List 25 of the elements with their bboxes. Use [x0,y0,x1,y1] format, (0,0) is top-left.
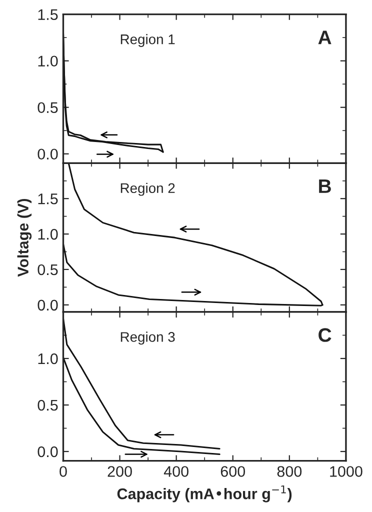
y-tick-label: 1.0 [38,56,58,67]
annotation: Region 2 [120,182,175,196]
x-tick-label: 1000 [330,466,362,477]
y-tick-label: 0.0 [38,148,58,160]
y-axis-title: Voltage (V) [17,198,32,277]
annotation: B [319,180,331,193]
y-tick-label: 0.5 [38,400,58,411]
y-tick-label: 0.0 [38,300,58,311]
annotation: Region 3 [120,332,175,345]
annotation: A [318,30,332,44]
y-tick-label: 0.5 [38,264,58,276]
x-tick-label: 600 [220,466,246,477]
y-tick-label: 1.0 [38,228,58,240]
x-tick-label: 200 [108,466,132,477]
annotation: C [318,328,332,342]
x-tick-label: 800 [277,466,302,477]
y-tick-label: 1.5 [38,9,58,20]
annotation: Region 1 [120,34,175,47]
x-tick-label: 0 [60,466,67,477]
x-tick-label: 400 [164,466,188,477]
x-axis-title: Capacity (mA•hour g$^{−1}$) [117,485,292,502]
y-tick-label: 1.5 [38,194,58,204]
y-tick-label: 1.0 [38,353,58,364]
y-tick-label: 0.5 [38,102,58,114]
y-tick-label: 0.0 [38,446,58,458]
